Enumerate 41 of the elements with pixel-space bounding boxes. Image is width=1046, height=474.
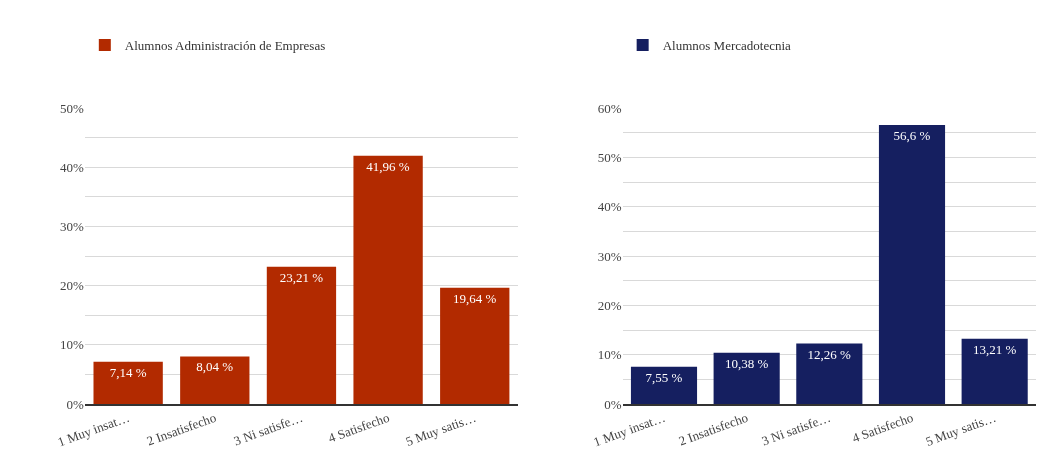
- bar: [796, 343, 863, 404]
- bar: [961, 338, 1028, 404]
- bar: [630, 366, 698, 404]
- bar: [440, 287, 510, 404]
- y-tick-label: 40%: [597, 199, 622, 215]
- data-label: 12,26 %: [807, 346, 852, 362]
- y-tick-label: 50%: [597, 150, 622, 166]
- y-tick-label: 30%: [597, 248, 622, 264]
- x-tick-label: 3 Ni satisfe…: [231, 409, 305, 449]
- x-tick-label: 3 Ni satisfe…: [759, 409, 833, 449]
- y-tick-label: 20%: [59, 278, 84, 294]
- y-tick-label: 60%: [597, 100, 622, 116]
- data-label: 41,96 %: [366, 158, 410, 174]
- bar: [878, 124, 946, 404]
- data-label: 8,04 %: [196, 359, 234, 375]
- x-tick-label: 1 Muy insat…: [591, 409, 668, 450]
- y-tick-label: 40%: [59, 159, 84, 175]
- legend-label: Alumnos Mercadotecnia: [662, 38, 792, 54]
- bar: [266, 266, 337, 404]
- y-tick-label: 20%: [597, 297, 622, 313]
- data-label: 19,64 %: [453, 290, 497, 306]
- x-tick-label: 5 Muy satis…: [403, 409, 478, 449]
- data-label: 23,21 %: [279, 269, 324, 285]
- x-tick-label: 1 Muy insat…: [55, 409, 132, 450]
- y-tick-label: 0%: [66, 396, 84, 412]
- data-label: 7,55 %: [645, 369, 683, 385]
- y-tick-label: 10%: [597, 347, 622, 363]
- data-label: 10,38 %: [724, 355, 769, 371]
- bar: [353, 155, 423, 404]
- y-tick-label: 50%: [59, 100, 84, 116]
- bar: [180, 356, 250, 404]
- bar: [713, 352, 780, 404]
- data-label: 56,6 %: [893, 127, 931, 143]
- x-tick-label: 5 Muy satis…: [923, 409, 998, 449]
- data-label: 7,14 %: [109, 364, 147, 380]
- y-tick-label: 30%: [59, 219, 84, 235]
- y-tick-label: 0%: [604, 396, 622, 412]
- data-label: 13,21 %: [972, 341, 1017, 357]
- legend-label: Alumnos Administración de Empresas: [124, 38, 326, 54]
- y-tick-label: 10%: [59, 337, 84, 353]
- bar: [93, 361, 163, 404]
